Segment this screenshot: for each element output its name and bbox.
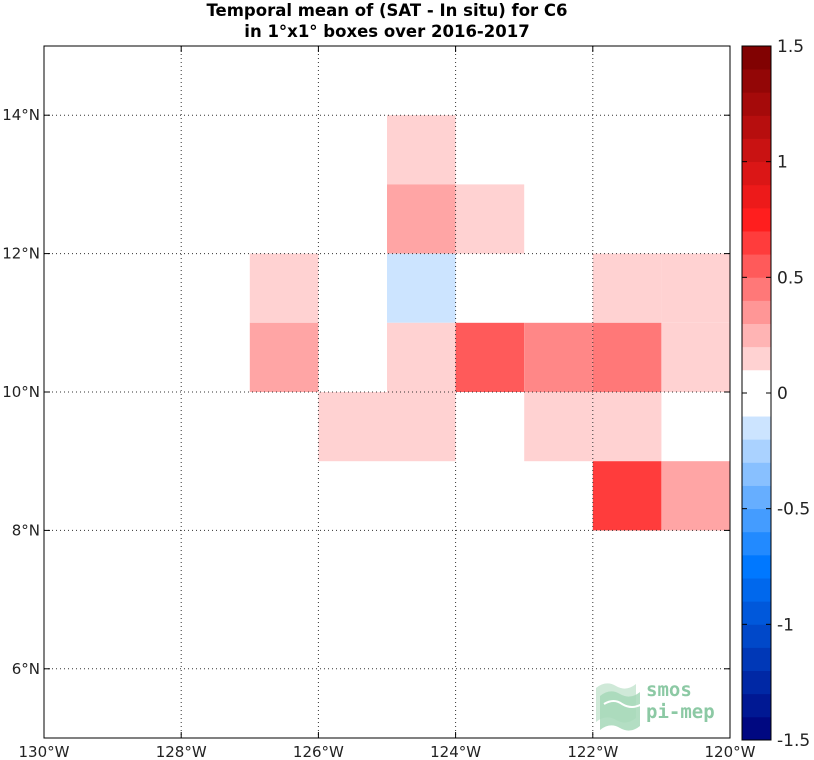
heatmap-cell [387,253,456,323]
heatmap-cell [249,253,319,323]
colorbar: 1.5 1 0.5 0 -0.5 -1 -1.5 [741,37,810,751]
heatmap-cell [592,461,662,531]
title-line-2: in 1°x1° boxes over 2016-2017 [244,22,530,41]
grid-lines [44,46,730,738]
heatmap-cell [387,322,456,392]
y-tick-label: 14°N [2,106,40,124]
colorbar-swatch [742,92,771,116]
x-tick-label: 124°W [430,743,481,760]
wave-logo-icon [596,683,643,731]
colorbar-swatch [742,462,771,486]
colorbar-swatch [742,323,771,348]
heatmap-cell [592,322,662,392]
x-tick-label: 130°W [19,743,70,760]
colorbar-swatch [742,161,771,186]
colorbar-swatch [742,115,771,139]
colorbar-tick-label: 1.5 [777,37,804,57]
heatmap-cell [592,392,662,462]
heatmap-cell [318,392,387,462]
y-tick-label: 8°N [12,521,40,539]
heatmap-cell [592,253,662,323]
colorbar-swatch [742,647,771,671]
colorbar-swatch [742,393,771,417]
heatmap-cell [249,322,319,392]
colorbar-tick-label: -1.5 [777,731,810,751]
colorbar-swatch [742,138,771,163]
colorbar-swatch [742,485,771,510]
heatmap-cells [249,115,730,531]
colorbar-swatch [742,508,771,533]
colorbar-swatch [742,716,771,741]
colorbar-swatch [742,207,771,232]
colorbar-tick-label: 0 [777,384,788,404]
heatmap-cell [661,253,730,323]
colorbar-swatch [742,277,771,301]
x-tick-label: 122°W [567,743,618,760]
colorbar-swatch [742,300,771,324]
heatmap-cell [524,322,593,392]
colorbar-swatch [742,369,771,394]
logo-text-pimep: pi-mep [646,701,715,723]
colorbar-tick-label: 1 [777,153,788,173]
colorbar-swatch [742,670,771,695]
colorbar-swatch [742,346,771,371]
colorbar-swatch [742,693,771,718]
colorbar-swatch [742,254,771,278]
y-tick-label: 10°N [2,383,40,401]
heatmap-cell [387,184,456,254]
x-tick-label: 128°W [156,743,207,760]
heatmap-cell [455,184,525,254]
smos-pimep-logo: smos pi-mep [592,676,732,732]
colorbar-swatch [742,184,771,209]
colorbar-swatch [742,624,771,648]
axis-ticks: 130°W 128°W 126°W 124°W 122°W 120°W 6°N 8°N 10°N… [2,46,756,760]
colorbar-swatch [742,531,771,556]
x-tick-label: 120°W [705,743,756,760]
colorbar-swatch [742,416,771,440]
colorbar-swatch [742,578,771,602]
colorbar-swatch [742,231,771,255]
colorbar-swatch [742,601,771,625]
heatmap-cell [524,392,593,462]
y-tick-label: 12°N [2,245,40,263]
heatmap-cell [661,461,730,531]
title-line-1: Temporal mean of (SAT - In situ) for C6 [206,1,568,20]
heatmap-cell [661,322,730,392]
logo-text-smos: smos [646,679,692,701]
x-tick-label: 126°W [293,743,344,760]
colorbar-swatch [742,69,771,93]
chart-title: Temporal mean of (SAT - In situ) for C6 … [44,0,730,42]
colorbar-tick-label: -0.5 [777,500,810,520]
heatmap-cell [387,115,456,185]
colorbar-swatch [742,439,771,463]
heatmap-cell [455,322,525,392]
colorbar-tick-label: 0.5 [777,268,804,288]
heatmap-cell [387,392,456,462]
colorbar-swatch [742,46,771,70]
colorbar-tick-label: -1 [777,615,794,635]
y-tick-label: 6°N [12,660,40,678]
colorbar-swatch [742,554,771,579]
